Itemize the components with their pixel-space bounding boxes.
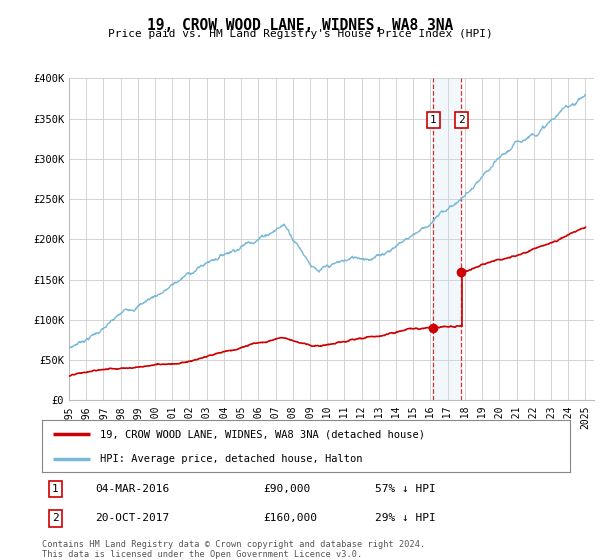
Text: HPI: Average price, detached house, Halton: HPI: Average price, detached house, Halt… [100,454,362,464]
Text: 29% ↓ HPI: 29% ↓ HPI [374,514,436,524]
Text: 57% ↓ HPI: 57% ↓ HPI [374,484,436,494]
Text: Contains HM Land Registry data © Crown copyright and database right 2024.
This d: Contains HM Land Registry data © Crown c… [42,540,425,559]
Text: £160,000: £160,000 [264,514,318,524]
Text: 19, CROW WOOD LANE, WIDNES, WA8 3NA: 19, CROW WOOD LANE, WIDNES, WA8 3NA [147,18,453,33]
Text: 2: 2 [458,115,465,125]
Text: 1: 1 [52,484,59,494]
Text: 04-MAR-2016: 04-MAR-2016 [95,484,169,494]
Text: £90,000: £90,000 [264,484,311,494]
Text: Price paid vs. HM Land Registry's House Price Index (HPI): Price paid vs. HM Land Registry's House … [107,29,493,39]
Text: 19, CROW WOOD LANE, WIDNES, WA8 3NA (detached house): 19, CROW WOOD LANE, WIDNES, WA8 3NA (det… [100,430,425,440]
Text: 2: 2 [52,514,59,524]
Text: 20-OCT-2017: 20-OCT-2017 [95,514,169,524]
Text: 1: 1 [430,115,437,125]
Bar [433,78,461,400]
